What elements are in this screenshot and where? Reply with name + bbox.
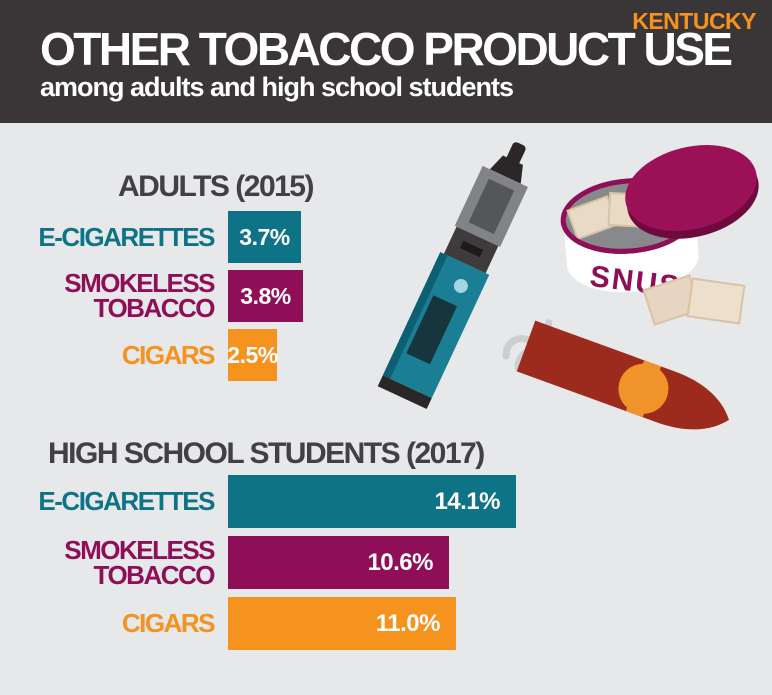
bar-row-adults-cigars: CIGARS 2.5% — [0, 329, 303, 381]
brand-kentucky: KENTUCKY — [632, 8, 756, 34]
snus-tin-icon: SNUS — [560, 145, 759, 326]
bar-value: 11.0% — [375, 609, 441, 637]
bar-label: SMOKELESS TOBACCO — [64, 534, 215, 590]
e-cigarette-icon — [377, 142, 528, 410]
bar-adults-ecigarettes: 3.7% — [228, 211, 301, 263]
adults-chart-title: ADULTS (2015) — [118, 170, 314, 203]
bar-hs-cigars: 11.0% — [228, 597, 456, 650]
bar-row-hs-cigars: CIGARS 11.0% — [0, 597, 516, 650]
header: KENTUCKY OTHER TOBACCO PRODUCT USE among… — [0, 0, 772, 123]
bar-row-adults-smokeless: SMOKELESS TOBACCO 3.8% — [0, 270, 303, 322]
bar-row-hs-ecigarettes: E-CIGARETTES 14.1% — [0, 475, 516, 528]
cigar-icon — [516, 320, 729, 430]
high-school-chart-title: HIGH SCHOOL STUDENTS (2017) — [48, 437, 485, 470]
bar-label: CIGARS — [121, 608, 216, 638]
bar-adults-cigars: 2.5% — [227, 329, 278, 381]
bar-hs-smokeless: 10.6% — [228, 536, 449, 589]
high-school-chart: E-CIGARETTES 14.1% SMOKELESS TOBACCO 10.… — [0, 475, 516, 658]
page-title: OTHER TOBACCO PRODUCT USE — [40, 23, 733, 75]
snus-pouches-icon — [642, 274, 746, 326]
bar-label: E-CIGARETTES — [38, 486, 215, 516]
adults-chart: E-CIGARETTES 3.7% SMOKELESS TOBACCO 3.8%… — [0, 211, 303, 388]
bar-row-hs-smokeless: SMOKELESS TOBACCO 10.6% — [0, 536, 516, 589]
page-subtitle: among adults and high school students — [40, 72, 514, 102]
bar-label: SMOKELESS TOBACCO — [64, 268, 215, 323]
bar-value: 2.5% — [227, 341, 278, 368]
bar-adults-smokeless: 3.8% — [228, 270, 303, 322]
snus-lid-icon — [625, 145, 759, 239]
tobacco-products-illustration: SNUS — [377, 142, 759, 430]
bar-row-adults-ecigarettes: E-CIGARETTES 3.7% — [0, 211, 303, 263]
bar-value: 3.7% — [239, 223, 290, 250]
bar-label: E-CIGARETTES — [38, 221, 215, 252]
bar-hs-ecigarettes: 14.1% — [228, 475, 516, 528]
bar-value: 14.1% — [434, 487, 500, 515]
bar-value: 10.6% — [367, 548, 433, 576]
bar-value: 3.8% — [240, 282, 291, 309]
bar-label: CIGARS — [121, 339, 216, 370]
